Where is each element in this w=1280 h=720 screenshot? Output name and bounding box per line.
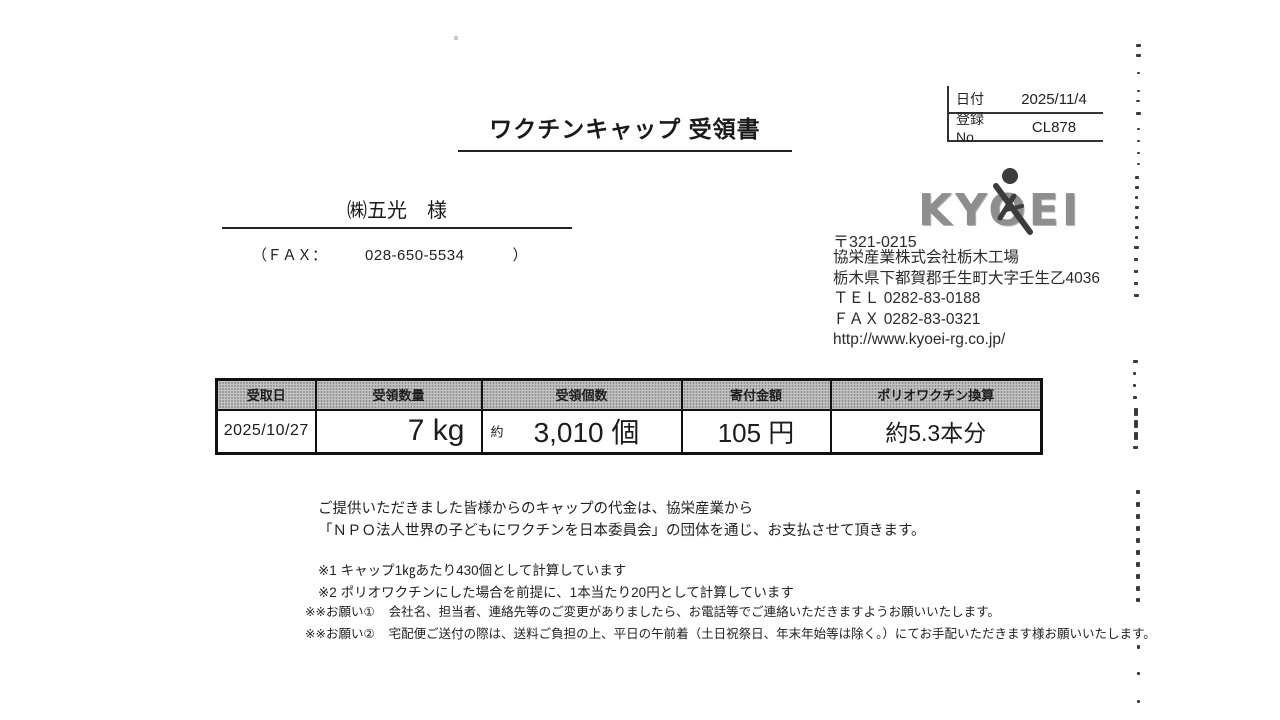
meta-registration-row: 登録No. CL878 <box>949 111 1103 145</box>
request-1-label: ※※お願い① <box>305 605 375 619</box>
company-fax: ＦＡＸ 0282-83-0321 <box>833 310 981 328</box>
company-tel: ＴＥＬ 0282-83-0188 <box>833 290 981 307</box>
header-receive-date: 受取日 <box>215 378 317 411</box>
scan-mark <box>1134 432 1138 440</box>
request-1-text: 会社名、担当者、連絡先等のご変更がありましたら、お電話等でご連絡いただきますよう… <box>388 605 1000 619</box>
scan-mark <box>1134 246 1139 249</box>
date-label: 日付 <box>956 91 984 107</box>
scan-mark <box>1136 598 1140 602</box>
header-weight: 受領数量 <box>314 378 483 411</box>
scan-mark <box>1136 54 1141 57</box>
footnote-2: ※2 ポリオワクチンにした場合を前提に、1本当たり20円として計算しています <box>318 585 794 600</box>
scan-mark <box>1136 514 1140 519</box>
cell-polio-conversion: 約5.3本分 <box>829 408 1043 455</box>
cell-weight: 7 kg <box>314 408 483 455</box>
receipt-table: 受取日 受領数量 受領個数 寄付金額 ポリオワクチン換算 2025/10/27 … <box>215 378 1043 455</box>
scan-mark <box>1137 72 1140 74</box>
scan-mark <box>1137 163 1140 165</box>
scan-mark <box>1133 396 1137 399</box>
scan-mark <box>1137 700 1140 703</box>
page-title: ワクチンキャップ 受領書 <box>458 110 792 152</box>
registration-label: 登録No. <box>956 111 984 145</box>
scan-mark <box>1135 196 1138 199</box>
scan-mark <box>1133 372 1136 375</box>
scan-mark <box>1134 282 1138 285</box>
company-name: 協栄産業株式会社栃木工場 <box>833 249 1020 266</box>
scan-mark <box>1136 502 1140 507</box>
scan-mark <box>1135 216 1138 219</box>
payment-explanation-line1: ご提供いただきました皆様からのキャップの代金は、協栄産業から <box>318 501 753 517</box>
request-2-label: ※※お願い② <box>305 627 375 641</box>
scan-mark <box>1136 574 1140 579</box>
scan-mark <box>1136 586 1140 591</box>
payment-explanation: ご提供いただきました皆様からのキャップの代金は、協栄産業から 「ＮＰＯ法人世界の… <box>318 499 926 542</box>
scan-mark <box>1135 176 1139 179</box>
footnote-1: ※1 キャップ1㎏あたり430個として計算しています <box>318 563 627 578</box>
payment-explanation-line2: 「ＮＰＯ法人世界の子どもにワクチンを日本委員会」の団体を通じ、お支払させて頂きま… <box>318 522 926 539</box>
scan-mark <box>1134 408 1138 416</box>
scan-mark <box>1135 236 1138 239</box>
header-count: 受領個数 <box>480 378 683 411</box>
cell-donation: 105 円 <box>680 408 832 455</box>
scan-mark <box>1134 270 1138 273</box>
registration-value: CL878 <box>1031 118 1077 136</box>
scan-mark <box>1136 44 1141 47</box>
cell-receive-date: 2025/10/27 <box>215 408 317 455</box>
scan-mark <box>1133 384 1136 387</box>
scan-mark <box>1135 186 1139 189</box>
request-2: ※※お願い② 宅配便ご送付の際は、送料ご負担の上、平日の午前着（土日祝祭日、年末年… <box>305 623 1156 642</box>
scan-mark <box>1133 446 1138 449</box>
scan-mark <box>1135 226 1139 229</box>
fax-open: （ＦＡＸ： <box>252 247 328 264</box>
company-postal-code: 〒321-0215 <box>833 234 917 251</box>
count-value: 3,010 個 <box>533 417 640 449</box>
kyoei-logo-figure-icon <box>993 168 1033 235</box>
scan-mark <box>1135 206 1139 209</box>
company-address: 栃木県下都賀郡壬生町大字壬生乙4036 <box>833 269 1100 287</box>
scan-mark <box>1137 128 1140 130</box>
scan-mark <box>1133 360 1138 363</box>
scan-mark <box>1136 100 1140 102</box>
kyoei-logo: KYOEI <box>918 166 1088 238</box>
scan-mark <box>1137 140 1140 142</box>
approx-label: 約 <box>490 424 504 440</box>
scan-mark <box>1136 490 1140 494</box>
scan-mark <box>1136 550 1140 555</box>
scan-mark <box>1136 538 1140 543</box>
header-polio-conversion: ポリオワクチン換算 <box>829 378 1043 411</box>
scan-mark <box>1134 294 1139 297</box>
scan-mark <box>1134 258 1138 261</box>
fax-close: ） <box>512 247 528 264</box>
table-data-row: 2025/10/27 7 kg 約 3,010 個 105 円 約5.3本分 <box>215 408 1043 455</box>
scan-mark <box>1137 90 1140 92</box>
company-info-block: 協栄産業株式会社栃木工場 栃木県下都賀郡壬生町大字壬生乙4036 ＴＥＬ 028… <box>833 248 1100 351</box>
meta-date-row: 日付 2025/11/4 <box>949 86 1103 114</box>
scan-mark <box>1137 672 1140 675</box>
document-meta: 日付 2025/11/4 登録No. CL878 <box>947 86 1103 145</box>
cell-count: 約 3,010 個 <box>480 408 683 455</box>
scan-mark <box>1136 112 1141 115</box>
recipient-fax-line: （ＦＡＸ： 028-650-5534 ） <box>252 244 527 265</box>
date-value: 2025/11/4 <box>1021 90 1087 108</box>
request-2-text: 宅配便ご送付の際は、送料ご負担の上、平日の午前着（土日祝祭日、年末年始等は除く。… <box>388 627 1156 641</box>
scan-mark <box>1137 645 1140 649</box>
table-header-row: 受取日 受領数量 受領個数 寄付金額 ポリオワクチン換算 <box>215 378 1043 411</box>
scan-mark <box>1136 562 1140 567</box>
recipient-name: ㈱五光 様 <box>222 194 572 229</box>
scan-mark <box>1137 152 1140 154</box>
scan-mark <box>1136 526 1140 531</box>
recipient-fax-number: 028-650-5534 <box>365 247 465 264</box>
company-url: http://www.kyoei-rg.co.jp/ <box>833 331 1006 348</box>
request-1: ※※お願い① 会社名、担当者、連絡先等のご変更がありましたら、お電話等でご連絡いた… <box>305 601 1000 620</box>
scan-mark <box>1134 420 1138 428</box>
header-donation: 寄付金額 <box>680 378 832 411</box>
scan-speck <box>454 36 458 40</box>
